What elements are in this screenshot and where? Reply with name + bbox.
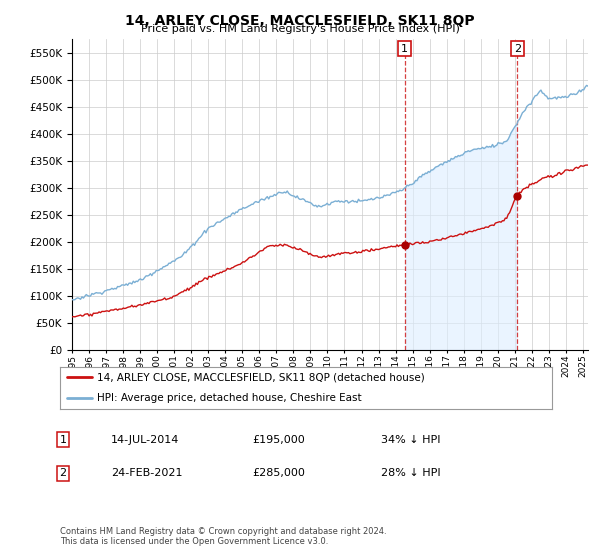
Text: 34% ↓ HPI: 34% ↓ HPI — [381, 435, 440, 445]
Text: 14, ARLEY CLOSE, MACCLESFIELD, SK11 8QP: 14, ARLEY CLOSE, MACCLESFIELD, SK11 8QP — [125, 14, 475, 28]
Text: 1: 1 — [401, 44, 408, 54]
Text: 2: 2 — [59, 468, 67, 478]
Text: Price paid vs. HM Land Registry's House Price Index (HPI): Price paid vs. HM Land Registry's House … — [140, 24, 460, 34]
Text: 28% ↓ HPI: 28% ↓ HPI — [381, 468, 440, 478]
Text: 24-FEB-2021: 24-FEB-2021 — [111, 468, 182, 478]
Text: Contains HM Land Registry data © Crown copyright and database right 2024.
This d: Contains HM Land Registry data © Crown c… — [60, 526, 386, 546]
Text: 14-JUL-2014: 14-JUL-2014 — [111, 435, 179, 445]
Text: 1: 1 — [59, 435, 67, 445]
Text: £195,000: £195,000 — [252, 435, 305, 445]
Text: 14, ARLEY CLOSE, MACCLESFIELD, SK11 8QP (detached house): 14, ARLEY CLOSE, MACCLESFIELD, SK11 8QP … — [97, 372, 425, 382]
Text: £285,000: £285,000 — [252, 468, 305, 478]
Text: 2: 2 — [514, 44, 521, 54]
Text: HPI: Average price, detached house, Cheshire East: HPI: Average price, detached house, Ches… — [97, 393, 362, 403]
